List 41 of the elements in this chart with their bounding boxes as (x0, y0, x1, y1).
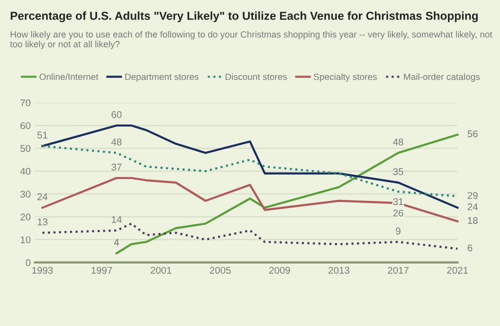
x-tick-label: 2001 (150, 266, 172, 274)
data-label: 29 (468, 192, 478, 199)
legend-label: Online/Internet (40, 73, 98, 80)
data-label: 60 (112, 111, 122, 118)
x-tick-label: 2021 (447, 266, 468, 274)
data-label: 31 (393, 198, 404, 206)
data-label: 4 (114, 239, 119, 246)
data-label: 37 (112, 164, 122, 171)
legend-label: Discount stores (226, 73, 287, 80)
y-tick-label: 40 (20, 168, 30, 175)
y-tick-label: 60 (20, 122, 30, 130)
y-tick-label: 70 (20, 99, 30, 106)
data-label: 13 (38, 218, 48, 226)
y-tick-label: 10 (20, 236, 30, 244)
legend-label: Specialty stores (314, 73, 377, 82)
y-tick-label: 50 (20, 145, 30, 152)
legend-label: Mail-order catalogs (404, 73, 480, 82)
data-label: 35 (393, 168, 404, 176)
data-label: 18 (468, 217, 478, 224)
data-label: 56 (468, 130, 478, 138)
x-tick-label: 2013 (328, 266, 350, 274)
chart-title: Percentage of U.S. Adults "Very Likely" to Utilize Each Venue for Christmas Shopping (10, 11, 478, 22)
x-tick-label: 1993 (32, 266, 53, 274)
legend-label: Department stores (125, 74, 198, 82)
data-label: 14 (112, 216, 122, 223)
data-label: 6 (468, 244, 472, 252)
x-tick-label: 2009 (269, 266, 290, 274)
data-label: 48 (111, 138, 122, 146)
data-label: 9 (396, 228, 400, 234)
data-label: 48 (393, 138, 404, 146)
y-tick-label: 30 (20, 190, 30, 198)
data-label: 24 (468, 203, 478, 210)
data-label: 24 (37, 193, 48, 200)
x-tick-label: 2017 (388, 266, 409, 274)
y-tick-label: 0 (26, 259, 30, 266)
y-tick-label: 20 (20, 214, 30, 220)
x-tick-label: 2005 (210, 266, 231, 274)
chart-subtitle: How likely are you to use each of the following to do your Christmas shopping this year -- very likely, somewhat likely, not too likely or not at all likely? (10, 30, 492, 50)
data-label: 26 (393, 210, 404, 216)
data-label: 51 (37, 132, 48, 139)
x-tick-label: 1997 (92, 266, 112, 274)
